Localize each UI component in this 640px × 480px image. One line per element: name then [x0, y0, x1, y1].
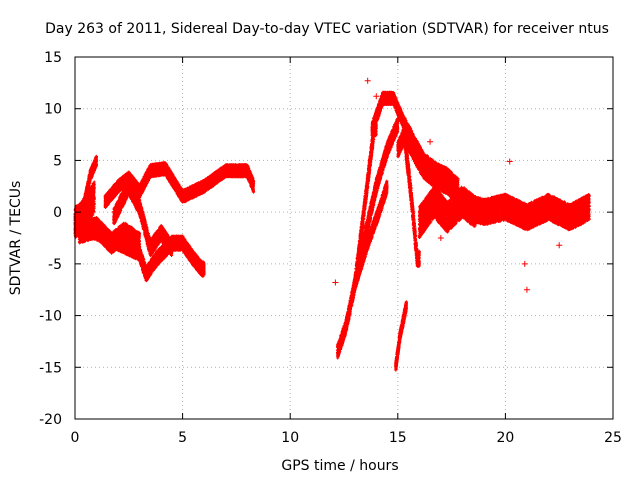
x-axis-label: GPS time / hours — [281, 458, 398, 474]
y-tick-label: 15 — [44, 50, 62, 66]
plot-frame — [74, 56, 614, 420]
x-tick-label: 10 — [281, 430, 299, 446]
outlier-point — [506, 158, 513, 165]
data-points — [73, 77, 591, 372]
axis-ticks: 0 5 10 15 20 25 -20 -15 -10 -5 0 5 10 15 — [39, 50, 622, 446]
x-tick-label: 20 — [496, 430, 514, 446]
x-tick-label: 5 — [178, 430, 187, 446]
outlier-point — [523, 286, 530, 293]
chart-title: Day 263 of 2011, Sidereal Day-to-day VTE… — [45, 21, 609, 37]
outlier-point — [373, 93, 380, 100]
outlier-point — [332, 279, 339, 286]
outlier-point — [556, 242, 563, 249]
y-axis-label: SDTVAR / TECUs — [8, 181, 24, 296]
x-tick-label: 25 — [604, 430, 622, 446]
x-tick-label: 15 — [389, 430, 407, 446]
data-point-cloud — [73, 90, 591, 372]
outlier-point — [427, 138, 434, 145]
y-tick-label: -5 — [48, 257, 62, 273]
outlier-point — [437, 235, 444, 241]
y-tick-label: -15 — [39, 360, 62, 376]
x-tick-label: 0 — [71, 430, 80, 446]
y-tick-label: 5 — [53, 153, 62, 169]
y-tick-label: 10 — [44, 102, 62, 118]
outlier-point — [521, 260, 528, 267]
y-tick-label: -20 — [39, 412, 62, 428]
y-tick-label: -10 — [39, 309, 62, 325]
outlier-point — [364, 77, 371, 84]
y-tick-label: 0 — [53, 205, 62, 221]
